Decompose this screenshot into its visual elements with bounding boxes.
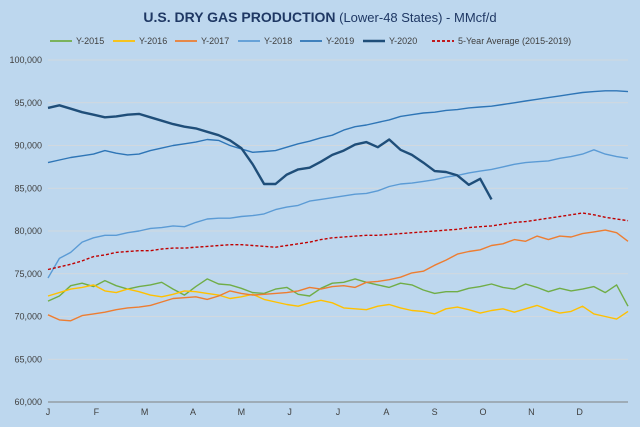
chart-legend: Y-2015 Y-2016 Y-2017 Y-2018 Y-2019 Y-2020 5-Ye… — [50, 36, 571, 46]
y-tick-label: 70,000 — [14, 312, 42, 322]
y-tick-label: 95,000 — [14, 98, 42, 108]
x-tick-label: D — [576, 407, 583, 417]
x-tick-label: J — [46, 407, 51, 417]
x-tick-label: O — [479, 407, 486, 417]
series-line-0 — [47, 278, 629, 307]
legend-label-2: Y-2017 — [201, 36, 229, 46]
series-line-2 — [47, 229, 629, 322]
legend-label-4: Y-2019 — [326, 36, 354, 46]
y-tick-label: 100,000 — [9, 55, 42, 65]
legend-label-0: Y-2015 — [76, 36, 104, 46]
chart-title-rest: (Lower-48 States) - MMcf/d — [336, 10, 497, 25]
y-tick-label: 80,000 — [14, 226, 42, 236]
x-tick-label: N — [528, 407, 535, 417]
legend-label-5: Y-2020 — [389, 36, 417, 46]
y-tick-label: 90,000 — [14, 141, 42, 151]
x-tick-label: A — [383, 407, 389, 417]
y-tick-label: 75,000 — [14, 269, 42, 279]
x-tick-label: S — [432, 407, 438, 417]
legend-label-3: Y-2018 — [264, 36, 292, 46]
x-tick-label: J — [287, 407, 292, 417]
legend-label-6: 5-Year Average (2015-2019) — [458, 36, 571, 46]
chart-title: U.S. DRY GAS PRODUCTION (Lower-48 States… — [143, 9, 496, 25]
x-tick-label: M — [238, 407, 246, 417]
y-tick-label: 65,000 — [14, 354, 42, 364]
x-tick-label: F — [94, 407, 100, 417]
x-tick-label: A — [190, 407, 196, 417]
y-tick-label: 85,000 — [14, 183, 42, 193]
legend-label-1: Y-2016 — [139, 36, 167, 46]
y-axis-tick-labels: 60,000 65,000 70,000 75,000 80,000 85,000 90,0… — [9, 55, 42, 407]
x-tick-label: M — [141, 407, 149, 417]
y-tick-label: 60,000 — [14, 397, 42, 407]
series-line-1 — [47, 284, 629, 320]
series-line-5 — [47, 104, 493, 200]
chart-title-bold: U.S. DRY GAS PRODUCTION — [143, 9, 335, 25]
series-line-3 — [47, 149, 629, 279]
x-tick-label: J — [336, 407, 341, 417]
series-line-4 — [47, 90, 629, 164]
series-line-6 — [47, 212, 629, 271]
chart-series — [47, 90, 629, 322]
chart-gridlines — [48, 59, 628, 360]
